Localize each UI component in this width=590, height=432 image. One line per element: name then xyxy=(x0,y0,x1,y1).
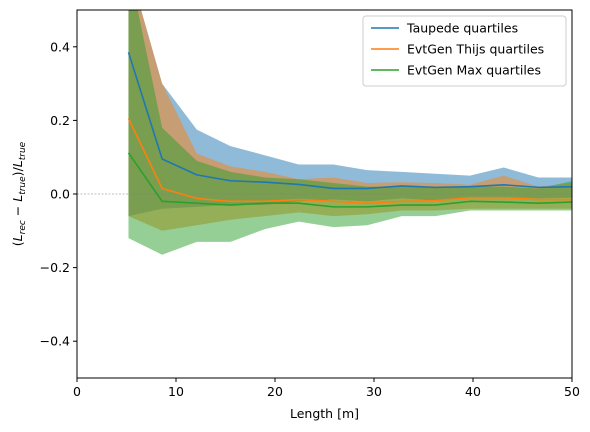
quartile-band-0 xyxy=(128,10,572,217)
y-tick-label: −0.2 xyxy=(40,260,70,275)
y-tick-label: 0.0 xyxy=(50,187,70,202)
median-lines xyxy=(127,52,572,208)
x-axis-label: Length [m] xyxy=(290,406,359,421)
y-axis-label: (Lrec − Ltrue)/Ltrue xyxy=(10,141,28,246)
x-tick-label: 30 xyxy=(366,384,382,399)
legend-label-0: Taupede quartiles xyxy=(406,21,518,36)
x-tick-label: 40 xyxy=(465,384,481,399)
x-tick-label: 50 xyxy=(564,384,580,399)
legend: Taupede quartiles EvtGen Thijs quartiles E… xyxy=(362,15,567,87)
y-axis: −0.4 −0.2 0.0 0.2 0.4 xyxy=(40,39,77,349)
y-tick-label: 0.2 xyxy=(50,113,70,128)
legend-box xyxy=(362,15,567,87)
x-tick-label: 20 xyxy=(267,384,283,399)
median-line-2 xyxy=(127,152,572,208)
legend-label-1: EvtGen Thijs quartiles xyxy=(407,42,544,57)
median-line-0 xyxy=(127,52,572,190)
x-axis: 0 10 20 30 40 50 xyxy=(73,378,580,399)
legend-label-2: EvtGen Max quartiles xyxy=(407,63,541,78)
y-tick-label: 0.4 xyxy=(50,39,70,54)
median-line-1 xyxy=(127,118,572,204)
y-tick-label: −0.4 xyxy=(40,334,70,349)
quartile-bands xyxy=(128,10,572,255)
x-tick-label: 10 xyxy=(168,384,184,399)
x-tick-label: 0 xyxy=(73,384,81,399)
quartile-band-2 xyxy=(128,10,572,255)
